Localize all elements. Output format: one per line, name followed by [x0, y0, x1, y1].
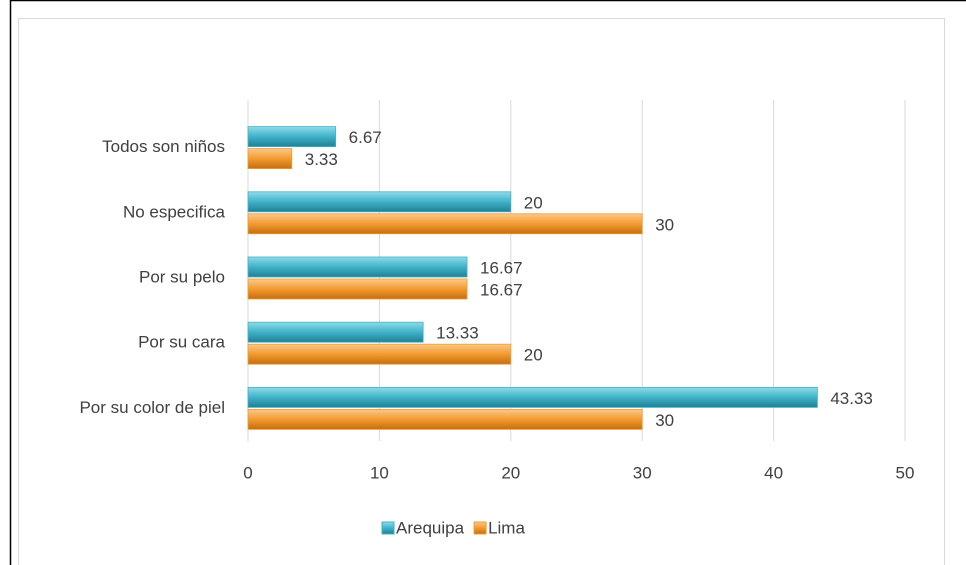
legend-swatch [381, 521, 395, 535]
value-label: 16.67 [480, 280, 523, 299]
y-tick-label: Por su pelo [139, 267, 225, 286]
bar [247, 386, 818, 408]
plot-frame [18, 18, 945, 565]
value-label: 20 [524, 346, 543, 365]
y-tick-label: No especifica [123, 202, 226, 221]
legend-label: Arequipa [396, 518, 465, 537]
outer-border [9, 0, 966, 565]
legend-label: Lima [488, 518, 525, 537]
value-label: 13.33 [436, 324, 479, 343]
x-tick-label: 50 [896, 463, 915, 482]
value-label: 43.33 [830, 389, 873, 408]
bar [247, 278, 468, 300]
value-label: 6.67 [349, 128, 382, 147]
bar [247, 408, 643, 430]
bar [247, 321, 424, 343]
legend-swatch [473, 521, 487, 535]
bar [247, 213, 643, 235]
bar [247, 148, 293, 170]
y-tick-label: Por su cara [138, 333, 225, 352]
value-label: 30 [655, 411, 674, 430]
value-label: 30 [655, 215, 674, 234]
y-tick-label: Por su color de piel [79, 398, 225, 417]
x-tick-label: 30 [633, 463, 652, 482]
y-tick-label: Todos son niños [102, 137, 225, 156]
value-label: 3.33 [305, 150, 338, 169]
x-tick-label: 0 [243, 463, 252, 482]
x-tick-label: 40 [764, 463, 783, 482]
bar [247, 343, 512, 365]
bar [247, 191, 512, 213]
value-label: 16.67 [480, 258, 523, 277]
x-tick-label: 20 [501, 463, 520, 482]
bar [247, 256, 468, 278]
bar [247, 126, 337, 147]
x-tick-label: 10 [370, 463, 389, 482]
value-label: 20 [524, 193, 543, 212]
